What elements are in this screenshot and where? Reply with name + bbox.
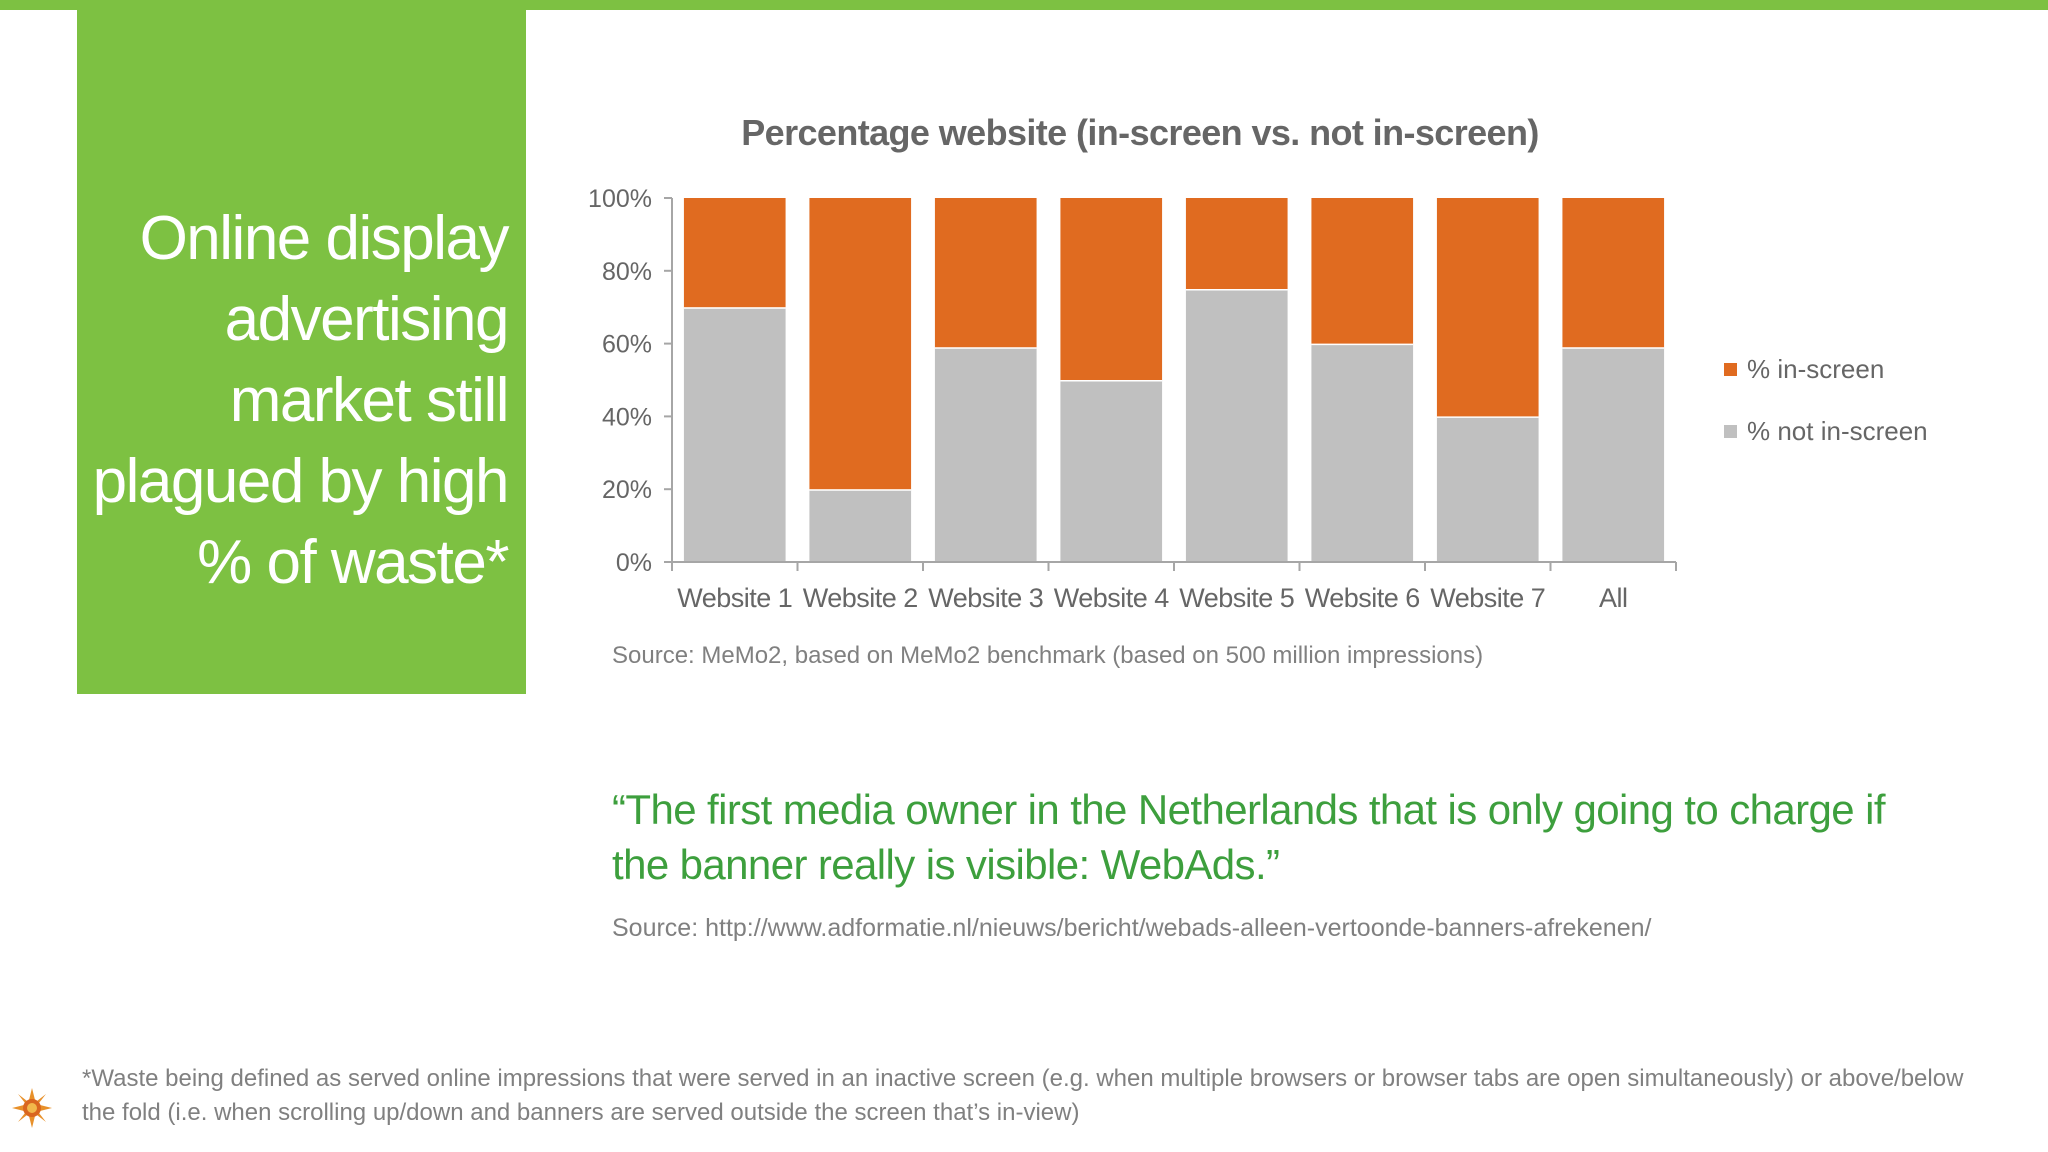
quote: “The first media owner in the Netherland… (612, 786, 1885, 888)
bar-not-in-screen-3 (934, 347, 1037, 562)
x-category-label: Website 7 (1430, 583, 1545, 613)
bar-not-in-screen-2 (809, 489, 912, 562)
y-tick-label: 60% (602, 331, 652, 359)
legend-swatch-not-in-screen (1724, 424, 1737, 438)
legend-label-not-in-screen: % not in-screen (1747, 415, 1928, 446)
slide-headline: Online display advertising market still … (92, 204, 510, 597)
x-category-label: Website 4 (1054, 583, 1170, 613)
bar-not-in-screen-5 (1185, 289, 1288, 562)
bar-in-screen-4 (1060, 198, 1163, 380)
sun-logo-icon (12, 1088, 52, 1128)
bar-in-screen-8 (1562, 198, 1665, 348)
x-category-label: All (1599, 583, 1628, 613)
bar-in-screen-2 (809, 198, 912, 490)
title-panel: Online display advertising market still … (77, 10, 526, 694)
legend-label-in-screen: % in-screen (1747, 353, 1885, 384)
bar-not-in-screen-7 (1436, 416, 1539, 562)
chart-source: Source: MeMo2, based on MeMo2 benchmark … (612, 642, 1484, 669)
y-tick-label: 20% (602, 476, 652, 504)
bar-not-in-screen-6 (1311, 343, 1414, 562)
y-tick-label: 100% (588, 185, 652, 213)
y-tick-label: 40% (602, 403, 652, 431)
bar-in-screen-6 (1311, 198, 1414, 344)
x-category-label: Website 3 (928, 583, 1043, 613)
x-category-label: Website 6 (1305, 583, 1420, 613)
legend-item-in-screen: % in-screen (1724, 338, 1928, 400)
y-tick-label: 80% (602, 258, 652, 286)
chart-legend: % in-screen % not in-screen (1724, 338, 1928, 462)
x-category-label: Website 2 (803, 583, 918, 613)
chart-title: Percentage website (in-screen vs. not in… (741, 112, 1539, 153)
footnote: *Waste being defined as served online im… (82, 1065, 1964, 1126)
x-category-label: Website 5 (1179, 583, 1294, 613)
legend-swatch-in-screen (1724, 362, 1737, 376)
bar-in-screen-5 (1185, 198, 1288, 289)
top-accent-bar (0, 0, 2048, 10)
bar-not-in-screen-1 (683, 307, 786, 562)
bar-not-in-screen-8 (1562, 347, 1665, 562)
bar-not-in-screen-4 (1060, 380, 1163, 562)
bar-in-screen-1 (683, 198, 786, 308)
x-category-label: Website 1 (677, 583, 792, 613)
bar-in-screen-3 (934, 198, 1037, 348)
bar-in-screen-7 (1436, 198, 1539, 417)
y-tick-label: 0% (616, 549, 652, 577)
legend-item-not-in-screen: % not in-screen (1724, 400, 1928, 462)
quote-source: Source: http://www.adformatie.nl/nieuws/… (612, 914, 1652, 942)
